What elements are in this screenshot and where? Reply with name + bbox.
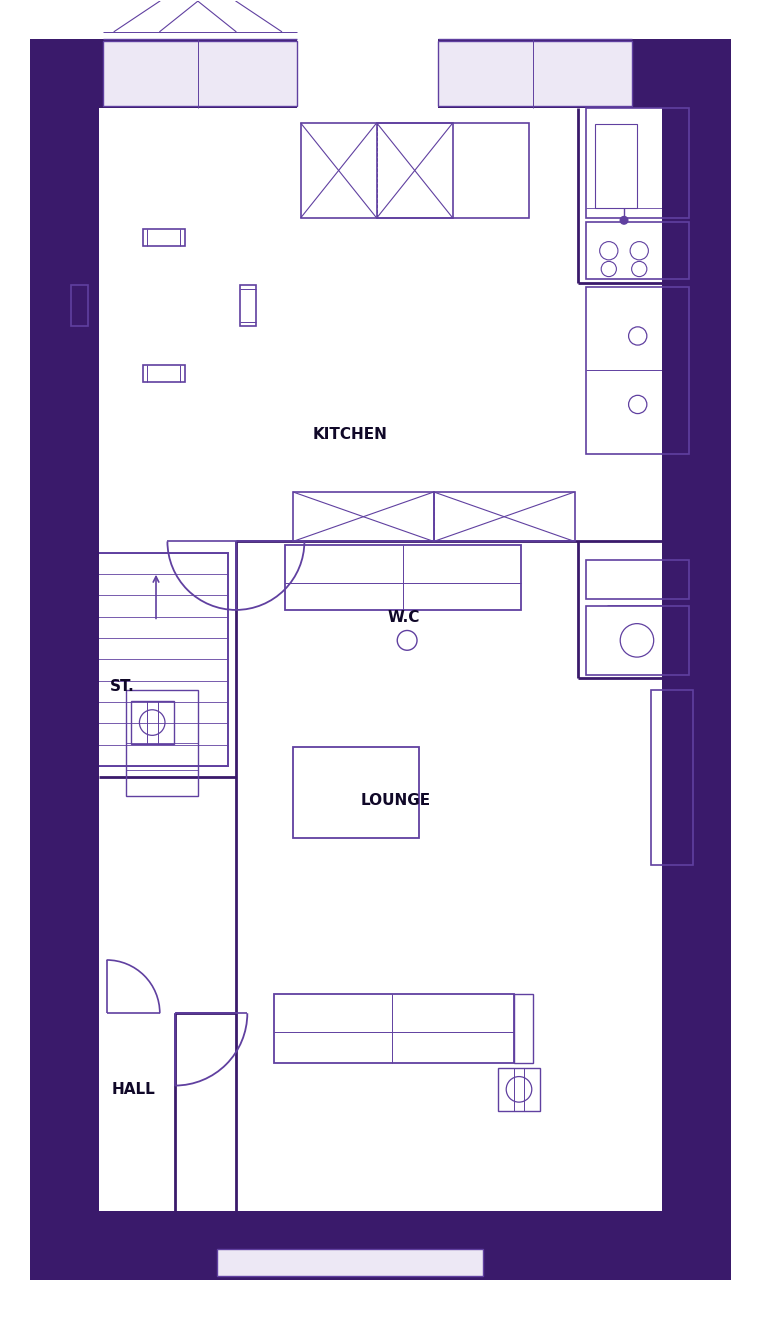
Text: ST.: ST. <box>110 679 134 694</box>
Bar <box>662 39 731 1279</box>
Bar <box>586 560 689 599</box>
Bar <box>84 552 228 766</box>
Bar <box>438 39 731 108</box>
Bar <box>131 702 174 744</box>
Bar <box>514 994 533 1063</box>
Bar <box>586 287 689 454</box>
Bar <box>240 284 256 327</box>
Bar <box>285 546 521 610</box>
Text: LOUNGE: LOUNGE <box>361 792 431 807</box>
Bar <box>301 123 453 217</box>
Bar <box>30 39 297 108</box>
Bar <box>103 41 297 107</box>
Text: HALL: HALL <box>111 1082 155 1097</box>
Bar <box>586 606 689 675</box>
Bar <box>30 1211 731 1279</box>
Bar <box>217 1249 483 1275</box>
Text: W.C: W.C <box>387 610 419 626</box>
Bar <box>498 1069 540 1111</box>
Bar <box>293 492 434 542</box>
Bar <box>143 229 185 247</box>
Text: KITCHEN: KITCHEN <box>313 427 387 443</box>
Circle shape <box>620 216 628 224</box>
Bar <box>143 366 185 382</box>
Bar <box>293 747 419 838</box>
Bar <box>71 284 88 327</box>
Bar <box>586 108 689 217</box>
Bar <box>377 123 529 217</box>
Bar <box>126 690 198 796</box>
Bar <box>595 124 637 208</box>
Bar <box>274 994 514 1063</box>
Bar <box>434 492 575 542</box>
Bar <box>586 221 689 279</box>
Bar <box>30 39 99 1279</box>
Bar <box>438 41 632 107</box>
Bar <box>651 690 693 864</box>
